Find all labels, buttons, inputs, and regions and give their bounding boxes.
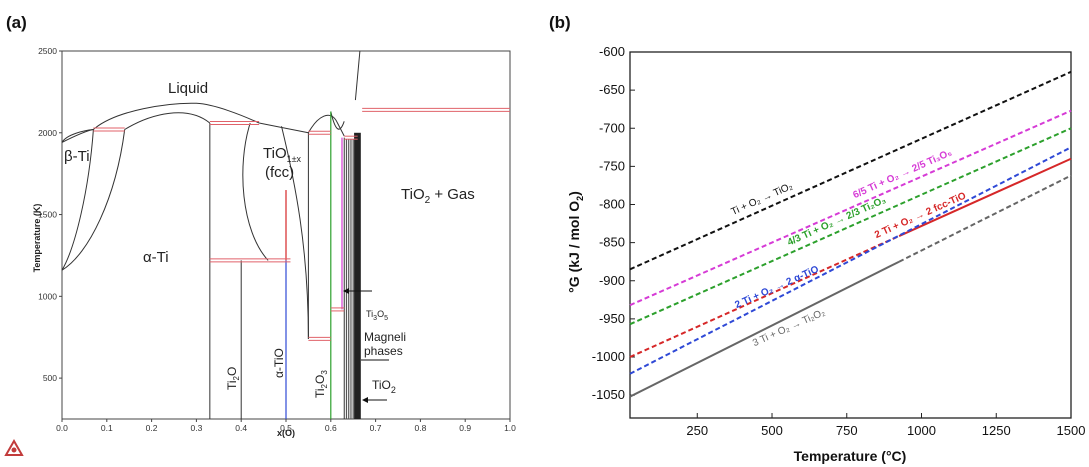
gibbs-x-tick-label: 1000 [907, 423, 936, 438]
gibbs-line-ti2o-dashed [898, 174, 1072, 263]
tio2-arrowhead [362, 397, 368, 403]
gibbs-x-tick-label: 1250 [982, 423, 1011, 438]
phase-x-tick-label: 0.1 [101, 423, 113, 433]
thermo-calc-logo-icon [4, 438, 24, 456]
gibbs-line-ti2o3 [629, 127, 1072, 326]
gibbs-plot-area [629, 51, 1072, 419]
magneli-label-1: Magneli [364, 330, 406, 344]
phase-x-tick-label: 1.0 [504, 423, 516, 433]
tio2-phase-band [354, 132, 361, 419]
gibbs-x-tick-label: 1500 [1057, 423, 1086, 438]
liquidus-dome [93, 102, 260, 130]
phase-y-tick-label: 1500 [38, 210, 57, 220]
phase-x-tick-label: 0.2 [146, 423, 158, 433]
gibbs-y-tick-label: -850 [599, 235, 625, 250]
tio-fcc-label: TiO1±x [263, 145, 302, 164]
phase-y-tick-label: 1000 [38, 291, 57, 301]
gibbs-y-tick-label: -900 [599, 273, 625, 288]
ti3o5-label: Ti3O5 [366, 309, 388, 322]
gibbs-y-tick-label: -950 [599, 311, 625, 326]
gibbs-line-ti2o-solid [629, 260, 900, 398]
gibbs-energy-chart: 250 500 750 1000 1250 1500 -600 -650 -700 -750 -80… [566, 44, 1085, 464]
phase-x-tick-label: 0.6 [325, 423, 337, 433]
phase-diagram-lines [61, 50, 510, 419]
fcc-label: (fcc) [265, 164, 294, 181]
gibbs-x-tick-label: 250 [686, 423, 708, 438]
alpha-ti-label: α-Ti [143, 249, 169, 266]
phase-x-tick-label: 0.7 [370, 423, 382, 433]
ti2o-label: Ti2O [225, 367, 241, 390]
gibbs-line-ti3o5 [629, 109, 1072, 307]
ti2o3-label: Ti2O3 [313, 370, 329, 398]
beta-solvus [61, 129, 94, 143]
alpha-liquidus [124, 112, 211, 130]
magneli-label-2: phases [364, 344, 403, 358]
gibbs-ticks: 250 500 750 1000 1250 1500 -600 -650 -700 -750 -80… [592, 44, 1086, 438]
gibbs-y-tick-label: -750 [599, 158, 625, 173]
gibbs-x-tick-label: 500 [761, 423, 783, 438]
phase-diagram: 0.0 0.1 0.2 0.3 0.4 0.5 0.6 0.7 0.8 0.9 1.0 500 1000… [4, 46, 516, 456]
phase-x-tick-label: 0.8 [414, 423, 426, 433]
phase-x-tick-label: 0.9 [459, 423, 471, 433]
gibbs-line-fcc-tio-dashed [629, 235, 900, 358]
tio2-label: TiO2 [372, 378, 396, 395]
panel-a-label: (a) [6, 13, 27, 32]
gibbs-line-ti-tio2 [629, 70, 1072, 271]
gibbs-line-fcc-tio-solid [898, 157, 1072, 237]
phase-y-tick-label: 500 [43, 373, 57, 383]
alpha-tio-label: α-TiO [272, 348, 286, 378]
phase-diagram-x-title: x(O) [277, 428, 295, 438]
tio-right-bound [281, 126, 309, 339]
gibbs-y-tick-label: -600 [599, 44, 625, 59]
gibbs-y-title: °G (kJ / mol O2) [566, 191, 585, 293]
phase-diagram-y-title: Temperature (K) [32, 204, 42, 273]
gibbs-line-alpha-tio [629, 146, 1072, 375]
dip-curve [330, 111, 345, 130]
phase-y-tick-label: 2500 [38, 46, 57, 56]
liquidus-peak [307, 114, 345, 137]
phase-diagram-ticks: 0.0 0.1 0.2 0.3 0.4 0.5 0.6 0.7 0.8 0.9 1.0 500 1000… [38, 46, 516, 433]
phase-x-tick-label: 0.0 [56, 423, 68, 433]
gibbs-x-title: Temperature (°C) [794, 448, 907, 464]
liquidus-mid [259, 122, 309, 134]
gibbs-y-tick-label: -650 [599, 82, 625, 97]
tio2-gas-label: TiO2 + Gas [401, 186, 475, 206]
beta-ti-label: β-Ti [64, 148, 90, 165]
phase-y-tick-label: 2000 [38, 128, 57, 138]
gibbs-x-tick-label: 750 [836, 423, 858, 438]
panel-b-label: (b) [549, 13, 571, 32]
gas-steep [354, 50, 361, 101]
gibbs-y-tick-label: -1050 [592, 387, 625, 402]
liquid-label: Liquid [168, 80, 208, 97]
beta-alpha-left [61, 129, 94, 271]
ti3o5-arrowhead [343, 288, 349, 294]
alpha-solvus [61, 129, 126, 271]
phase-x-tick-label: 0.4 [235, 423, 247, 433]
gibbs-lines [629, 70, 1072, 398]
gibbs-y-tick-label: -1000 [592, 349, 625, 364]
phase-x-tick-label: 0.3 [190, 423, 202, 433]
gibbs-y-tick-label: -800 [599, 197, 625, 212]
gibbs-y-tick-label: -700 [599, 120, 625, 135]
tio-left-bound [242, 122, 269, 261]
phase-x-tick-label: 0.5 [280, 423, 292, 433]
